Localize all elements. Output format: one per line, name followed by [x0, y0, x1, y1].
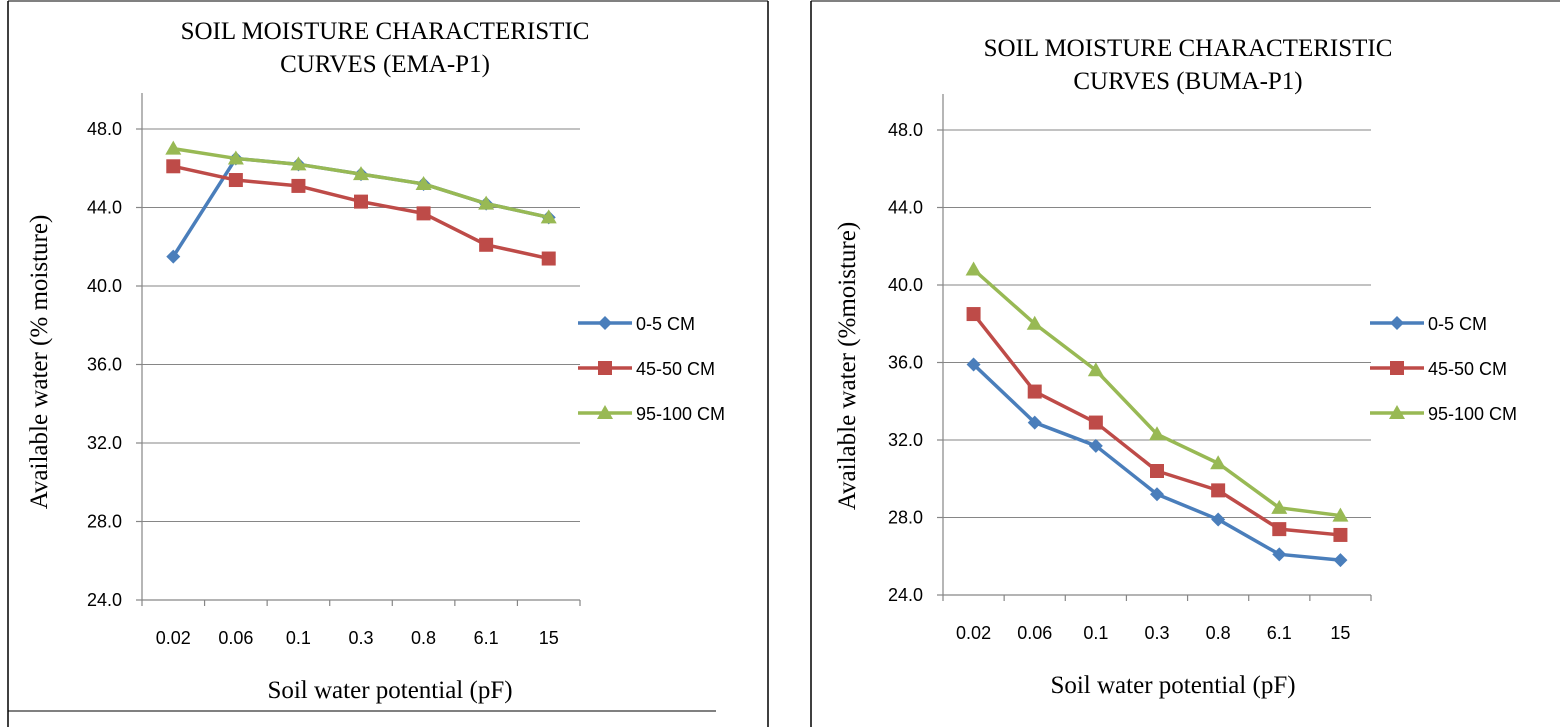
x-tick-label: 6.1 — [1267, 623, 1292, 643]
x-tick-label: 0.06 — [1017, 623, 1052, 643]
data-point — [166, 249, 181, 264]
data-point — [478, 195, 495, 210]
data-point — [1026, 315, 1043, 330]
chart-title-line-2: CURVES (BUMA-P1) — [1073, 68, 1302, 95]
x-tick-label: 0.02 — [956, 623, 991, 643]
x-tick-label: 15 — [1330, 623, 1350, 643]
series-line — [972, 312, 1341, 537]
chart-panel-buma: SOIL MOISTURE CHARACTERISTIC CURVES (BUM… — [803, 0, 1560, 727]
y-tick-label: 24.0 — [888, 585, 923, 605]
legend-label: 0-5 CM — [636, 314, 695, 334]
legend-marker — [597, 405, 613, 419]
chart-title-line-1: SOIL MOISTURE CHARACTERISTIC — [984, 35, 1393, 62]
data-point — [228, 173, 243, 188]
data-point — [1332, 507, 1349, 522]
y-tick-label: 36.0 — [888, 353, 923, 373]
chart-panel-ema: SOIL MOISTURE CHARACTERISTIC CURVES (EMA… — [0, 0, 770, 727]
data-point — [1333, 553, 1348, 568]
y-tick-label: 24.0 — [87, 590, 122, 610]
x-tick-label: 15 — [539, 628, 559, 648]
x-axis-title: Soil water potential (pF) — [267, 677, 512, 704]
legend-marker — [598, 316, 612, 330]
legend-label: 95-100 CM — [636, 404, 725, 424]
data-point — [1150, 487, 1164, 502]
data-point — [1211, 512, 1226, 527]
data-point — [227, 150, 244, 165]
legend-marker — [598, 361, 612, 375]
y-tick-label: 28.0 — [87, 512, 122, 532]
y-tick-label: 32.0 — [87, 433, 122, 453]
legend-marker — [1389, 405, 1405, 419]
data-point — [966, 307, 981, 322]
data-point — [1149, 426, 1165, 441]
x-tick-label: 0.02 — [156, 628, 191, 648]
x-tick-label: 0.3 — [1144, 623, 1169, 643]
data-point — [166, 159, 181, 174]
data-point — [1027, 415, 1042, 430]
x-tick-label: 6.1 — [474, 628, 499, 648]
data-point — [1210, 455, 1227, 470]
data-point — [1272, 547, 1287, 562]
y-axis-title: Available water (% moisture) — [26, 215, 53, 510]
data-point — [1150, 464, 1164, 478]
data-point — [965, 261, 982, 276]
chart-title-line-2: CURVES (EMA-P1) — [280, 51, 490, 78]
legend-label: 45-50 CM — [636, 359, 715, 379]
x-tick-label: 0.3 — [348, 628, 373, 648]
y-tick-label: 48.0 — [888, 120, 923, 140]
data-point — [966, 357, 981, 372]
x-tick-label: 0.8 — [411, 628, 436, 648]
x-tick-label: 0.1 — [1083, 623, 1108, 643]
data-point — [353, 166, 369, 181]
y-tick-label: 44.0 — [888, 198, 923, 218]
data-point — [541, 251, 556, 266]
data-point — [290, 156, 307, 171]
x-tick-label: 0.1 — [286, 628, 311, 648]
y-tick-label: 48.0 — [87, 119, 122, 139]
legend-label: 95-100 CM — [1428, 404, 1517, 424]
data-point — [1087, 362, 1104, 377]
legend-marker — [1390, 361, 1404, 375]
y-tick-label: 28.0 — [888, 508, 923, 528]
y-tick-label: 40.0 — [87, 276, 122, 296]
chart-title-line-1: SOIL MOISTURE CHARACTERISTIC — [181, 18, 590, 45]
y-tick-label: 32.0 — [888, 430, 923, 450]
y-tick-label: 44.0 — [87, 198, 122, 218]
data-point — [1333, 527, 1348, 542]
data-point — [1271, 499, 1288, 514]
x-tick-label: 0.06 — [218, 628, 253, 648]
y-axis-title: Available water (%moisture) — [834, 222, 861, 510]
data-point — [1088, 415, 1103, 430]
legend-marker — [1390, 316, 1404, 330]
data-point — [354, 194, 368, 209]
data-point — [165, 140, 182, 155]
data-point — [540, 209, 557, 224]
x-axis-title: Soil water potential (pF) — [1050, 672, 1295, 699]
legend-label: 0-5 CM — [1428, 314, 1487, 334]
data-point — [416, 206, 431, 221]
data-point — [1088, 438, 1103, 453]
legend-label: 45-50 CM — [1428, 359, 1507, 379]
data-point — [1211, 483, 1226, 498]
data-point — [415, 175, 432, 190]
data-point — [291, 178, 306, 193]
chart-ema-p1: SOIL MOISTURE CHARACTERISTIC CURVES (EMA… — [7, 0, 769, 727]
y-tick-label: 40.0 — [888, 275, 923, 295]
y-tick-label: 36.0 — [87, 355, 122, 375]
x-tick-label: 0.8 — [1206, 623, 1231, 643]
data-point — [1272, 522, 1287, 537]
data-point — [479, 237, 494, 252]
chart-buma-p1: SOIL MOISTURE CHARACTERISTIC CURVES (BUM… — [810, 0, 1560, 727]
data-point — [1027, 384, 1042, 399]
